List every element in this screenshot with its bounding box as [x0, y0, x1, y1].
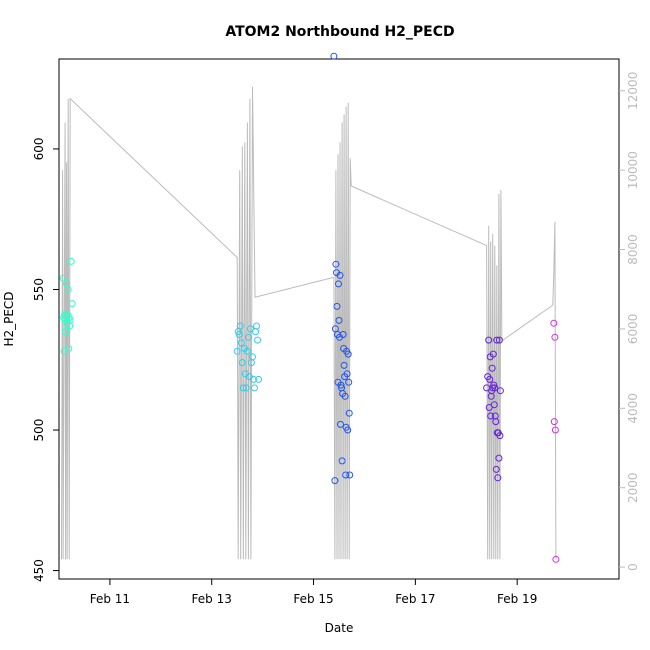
y-tick-label: 600 [32, 137, 46, 160]
x-tick-label: Feb 19 [497, 592, 537, 606]
data-point-series-3 [336, 271, 344, 279]
data-point-series-2 [238, 359, 246, 367]
data-point-series-2 [244, 333, 252, 341]
data-point-series-4 [492, 418, 500, 426]
y-axis-label: H2_PECD [2, 291, 16, 346]
data-point-series-3 [342, 471, 350, 479]
y-axis: 450 500 550 600 [32, 137, 59, 582]
data-point-series-4 [486, 375, 494, 383]
y2-tick-label: 10000 [626, 151, 640, 189]
data-point-series-3 [335, 316, 343, 324]
data-point-series-3 [345, 378, 353, 386]
data-point-series-4 [496, 432, 504, 440]
data-point-series-4 [495, 336, 503, 344]
data-point-series-5 [552, 555, 560, 563]
data-point-series-1 [62, 328, 70, 336]
data-point-series-2 [239, 384, 247, 392]
data-point-series-3 [344, 426, 352, 434]
data-point-series-2 [242, 384, 250, 392]
data-point-series-3 [333, 302, 341, 310]
data-point-series-3 [335, 280, 342, 288]
data-point-series-4 [491, 384, 499, 392]
altitude-line [61, 86, 557, 560]
data-point-series-1 [59, 274, 67, 282]
data-point-series-2 [236, 322, 244, 330]
data-point-series-4 [488, 364, 496, 372]
data-point-series-2 [255, 375, 263, 383]
data-point-series-2 [253, 322, 260, 330]
data-point-series-4 [492, 465, 500, 473]
data-point-series-2 [249, 353, 256, 361]
y2-tick-label: 12000 [626, 72, 640, 110]
x-tick-label: Feb 17 [395, 592, 435, 606]
data-point-series-3 [344, 350, 352, 358]
x-tick-label: Feb 11 [90, 592, 130, 606]
chart-title: ATOM2 Northbound H2_PECD [225, 24, 454, 40]
data-point-series-4 [495, 454, 503, 462]
data-point-series-3 [341, 392, 349, 400]
data-point-series-2 [254, 336, 261, 344]
data-point-series-4 [494, 474, 502, 482]
data-point-series-3 [343, 370, 351, 378]
x-axis: Feb 11 Feb 13 Feb 15 Feb 17 Feb 19 [90, 579, 537, 606]
data-point-series-5 [551, 333, 559, 341]
data-point-series-3 [345, 409, 353, 417]
points-layer [59, 52, 560, 563]
y2-tick-label: 4000 [626, 393, 640, 424]
data-point-series-5 [550, 418, 558, 426]
data-point-series-4 [496, 387, 504, 395]
data-point-series-1 [66, 316, 74, 324]
data-point-series-3 [338, 457, 346, 465]
altitude-layer [61, 86, 557, 560]
y2-tick-label: 0 [626, 563, 640, 571]
y2-tick-label: 2000 [626, 472, 640, 503]
data-point-series-2 [250, 375, 257, 383]
y2-tick-label: 8000 [626, 234, 640, 265]
x-axis-label: Date [325, 621, 354, 635]
data-point-series-3 [331, 477, 339, 485]
data-point-series-3 [340, 361, 348, 369]
y-tick-label: 450 [32, 559, 46, 582]
data-point-series-1 [68, 300, 76, 307]
data-point-series-2 [246, 325, 254, 333]
data-point-series-3 [330, 52, 338, 60]
data-point-series-2 [235, 331, 243, 338]
y-tick-label: 500 [32, 419, 46, 442]
data-point-series-2 [252, 328, 259, 336]
data-point-series-3 [337, 420, 344, 428]
data-point-series-4 [493, 336, 501, 344]
data-point-series-4 [487, 412, 495, 420]
data-point-series-4 [485, 336, 493, 344]
data-point-series-1 [65, 345, 73, 352]
data-point-series-2 [251, 384, 258, 392]
data-point-series-3 [346, 471, 354, 479]
y2-tick-label: 6000 [626, 314, 640, 345]
data-point-series-5 [551, 426, 559, 434]
y-tick-label: 550 [32, 278, 46, 301]
data-point-series-3 [339, 331, 347, 338]
x-tick-label: Feb 13 [192, 592, 232, 606]
data-point-series-2 [243, 347, 251, 355]
data-point-series-3 [337, 381, 345, 389]
data-point-series-3 [332, 260, 340, 268]
data-point-series-4 [490, 401, 498, 409]
data-point-series-4 [489, 350, 497, 358]
data-point-series-1 [67, 257, 75, 265]
x-tick-label: Feb 15 [293, 592, 333, 606]
plot-area [58, 58, 620, 580]
data-point-series-2 [233, 347, 241, 355]
data-point-series-5 [550, 319, 558, 327]
data-point-series-1 [64, 286, 72, 293]
data-point-series-2 [237, 339, 245, 347]
y2-axis: 0 2000 4000 6000 8000 10000 12000 [619, 72, 640, 571]
